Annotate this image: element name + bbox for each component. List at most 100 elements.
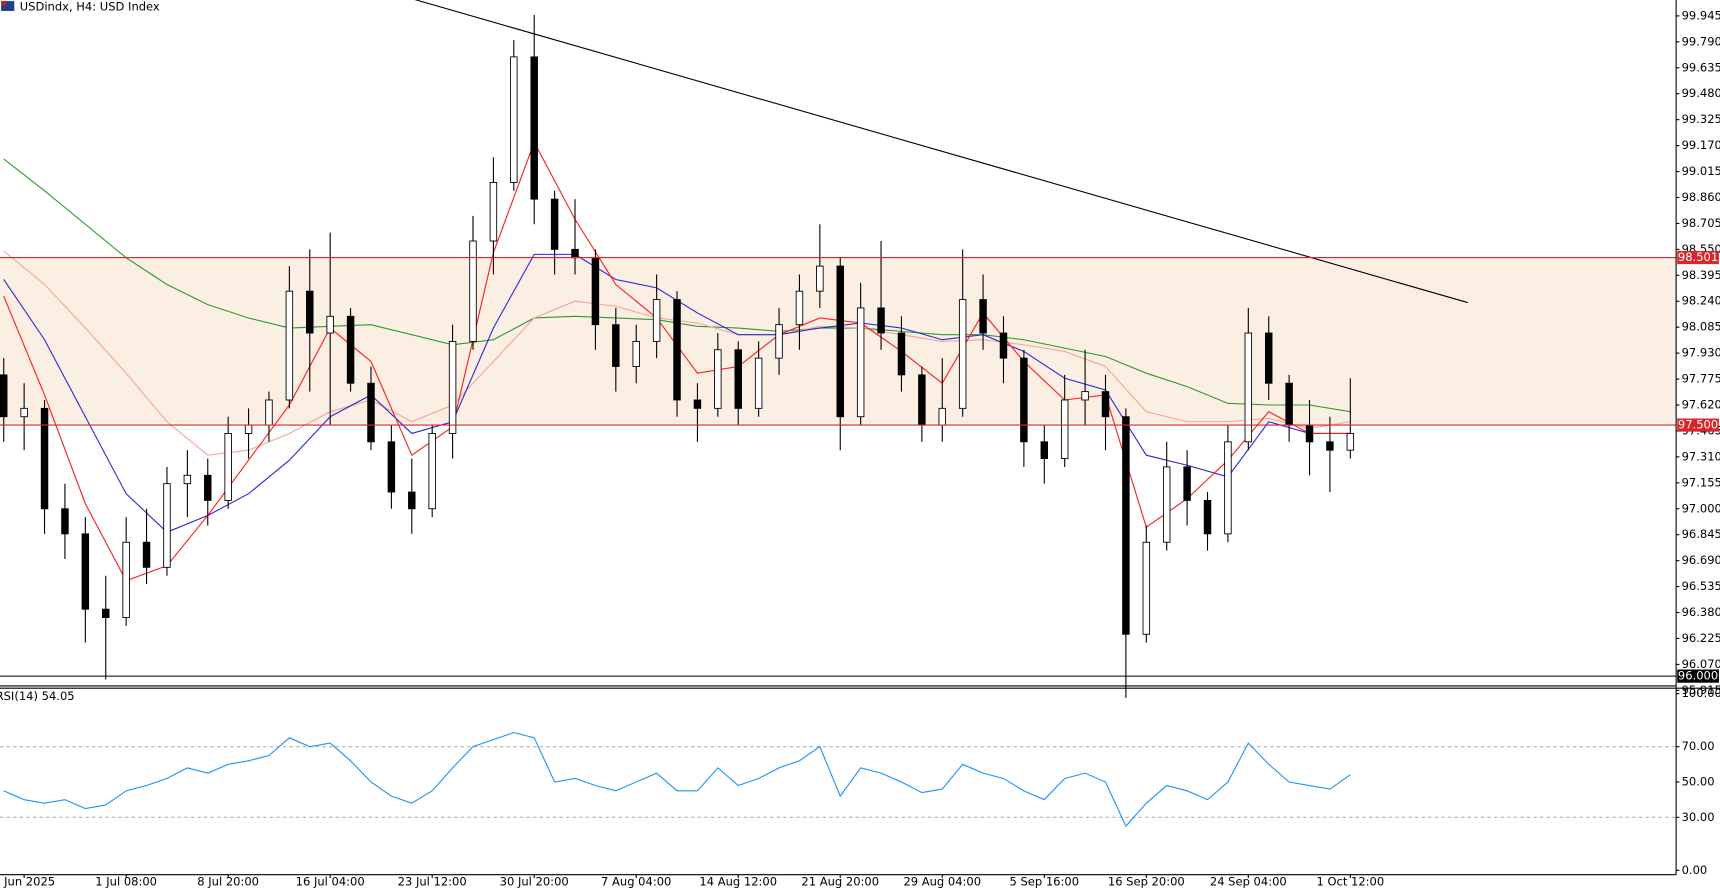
- candle-body: [326, 315, 334, 334]
- candle-body: [510, 56, 518, 183]
- symbol-icon: [1, 1, 15, 11]
- y-tick-label: 96.845: [1682, 527, 1720, 541]
- x-tick-label: 5 Sep 16:00: [1010, 874, 1080, 888]
- price-level-box: [1677, 669, 1719, 683]
- x-tick-label: 21 Aug 20:00: [801, 874, 879, 888]
- candle-body: [285, 290, 294, 401]
- flag-icon: [1, 1, 15, 11]
- x-tick-label: 29 Aug 04:00: [903, 874, 981, 888]
- y-tick-label: 97.620: [1682, 398, 1720, 412]
- price-level-label: 96.000: [1678, 669, 1718, 683]
- candle-body: [448, 340, 457, 434]
- candle-body: [754, 357, 763, 409]
- x-tick-label: 16 Jul 04:00: [296, 874, 365, 888]
- candle-body: [1040, 441, 1049, 459]
- y-tick-label: 98.085: [1682, 320, 1720, 334]
- candle-body: [142, 541, 151, 568]
- candle-body: [40, 407, 49, 510]
- y-tick-label: 95.915: [1682, 683, 1720, 697]
- flag-icon: [1, 1, 7, 6]
- rsi-last-value: 54.05: [42, 688, 75, 702]
- y-tick-label: 97.930: [1682, 346, 1720, 360]
- y-tick-label: 98.860: [1682, 190, 1720, 204]
- y-tick-label: 99.480: [1682, 86, 1720, 100]
- y-tick-label: 96.535: [1682, 579, 1720, 593]
- candle-body: [612, 324, 620, 367]
- candle-body: [1081, 391, 1089, 401]
- candle-body: [693, 399, 702, 409]
- chart-title: USDindx, H4: USD Index: [20, 0, 160, 14]
- x-tick-label: 8 Jul 20:00: [197, 874, 259, 888]
- candle-body: [632, 340, 640, 367]
- candle-body: [836, 265, 844, 418]
- trendline: [414, 0, 1468, 304]
- candle-body: [163, 483, 171, 568]
- y-tick-label: 97.775: [1682, 372, 1720, 386]
- candle-body: [469, 240, 477, 342]
- candle-body: [1346, 433, 1355, 451]
- y-tick-label: 100.00: [1682, 686, 1720, 700]
- y-tick-label: 0.00: [1682, 863, 1708, 877]
- candle-body: [1060, 399, 1069, 459]
- y-tick-label: 70.00: [1682, 739, 1715, 753]
- candle-body: [224, 433, 232, 501]
- price-level-label: 98.501: [1678, 250, 1718, 264]
- x-tick-label: 24 Sep 04:00: [1210, 874, 1287, 888]
- candle-body: [1122, 416, 1130, 635]
- candle-body: [918, 374, 926, 426]
- price-level-label: 97.500: [1678, 418, 1718, 432]
- candle-body: [306, 290, 314, 334]
- x-tick-label: 1 Oct 12:00: [1316, 874, 1384, 888]
- candle-body: [856, 307, 865, 418]
- candle-body: [775, 324, 783, 359]
- candle-body: [816, 265, 824, 292]
- candle-body: [1244, 332, 1253, 443]
- y-tick-label: 96.070: [1682, 657, 1720, 671]
- candle-body: [0, 374, 8, 418]
- rsi-title: RSI(14) 54.05: [0, 688, 75, 702]
- candle-body: [1101, 391, 1110, 418]
- price-level-box: [1677, 418, 1719, 432]
- x-tick-label: 1 Jul 08:00: [95, 874, 157, 888]
- y-tick-label: 98.705: [1682, 216, 1720, 230]
- candle-body: [673, 299, 681, 401]
- candle-body: [714, 349, 722, 409]
- candle-body: [122, 541, 130, 618]
- candle-body: [265, 399, 273, 426]
- candle-body: [183, 474, 192, 485]
- y-tick-label: 96.225: [1682, 631, 1720, 645]
- candle-body: [1285, 382, 1293, 426]
- candle-body: [530, 56, 538, 200]
- candle-body: [367, 382, 375, 443]
- y-tick-label: 30.00: [1682, 810, 1715, 824]
- candle-body: [1162, 466, 1171, 543]
- y-tick-label: 96.380: [1682, 605, 1720, 619]
- y-tick-label: 99.790: [1682, 34, 1720, 48]
- candle-body: [999, 332, 1008, 359]
- candle-body: [204, 474, 212, 501]
- candle-body: [102, 608, 110, 618]
- candle-body: [346, 315, 355, 384]
- y-tick-label: 99.325: [1682, 112, 1720, 126]
- y-tick-label: 50.00: [1682, 774, 1715, 788]
- candle-body: [1326, 441, 1334, 451]
- candle-body: [571, 248, 579, 259]
- y-tick-label: 99.015: [1682, 164, 1720, 178]
- rsi-name: RSI(14): [0, 688, 38, 702]
- price-level-box: [1677, 250, 1719, 265]
- y-tick-label: 97.000: [1682, 501, 1720, 515]
- candle-body: [897, 332, 906, 376]
- candle-body: [591, 257, 600, 326]
- candle-body: [408, 491, 416, 510]
- candle-body: [652, 299, 661, 342]
- x-tick-label: 14 Aug 12:00: [699, 874, 777, 888]
- candle-body: [979, 299, 987, 334]
- x-tick-label: 16 Sep 20:00: [1108, 874, 1185, 888]
- candle-body: [489, 181, 498, 242]
- y-tick-label: 97.155: [1682, 475, 1720, 489]
- y-tick-label: 98.240: [1682, 294, 1720, 308]
